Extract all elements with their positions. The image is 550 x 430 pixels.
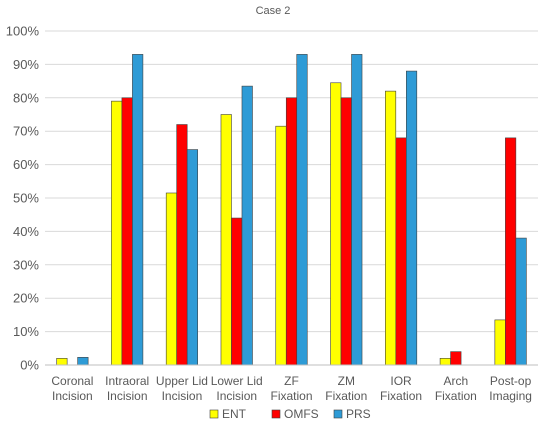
legend-swatch-prs [333, 409, 343, 419]
bar-ent [165, 192, 177, 366]
bar-prs [406, 70, 418, 366]
bar-omfs [505, 137, 517, 366]
x-category-label: Post-op Imaging [489, 374, 532, 403]
legend-label-prs: PRS [346, 407, 371, 421]
bar-ent [275, 125, 287, 366]
bar-prs [132, 54, 144, 366]
bar-omfs [285, 97, 298, 366]
x-category-label: Intraoral Incision [105, 374, 149, 403]
legend-label-ent: ENT [222, 407, 247, 421]
y-tick-label: 50% [13, 191, 39, 206]
x-category-label: ZF Fixation [270, 374, 312, 403]
bar-omfs [395, 137, 407, 366]
bar-prs [351, 54, 363, 366]
y-tick-label: 0% [20, 358, 39, 373]
bar-prs [515, 237, 527, 366]
legend-swatch-ent [209, 409, 219, 419]
bar-omfs [121, 97, 133, 366]
bar-ent [494, 319, 506, 366]
bar-ent [56, 358, 68, 366]
x-category-label: ZM Fixation [325, 374, 367, 403]
legend-label-omfs: OMFS [284, 407, 319, 421]
bar-prs [186, 149, 198, 366]
x-category-label: Upper Lid Incision [156, 374, 208, 403]
bar-omfs [176, 124, 188, 366]
bar-omfs [450, 351, 462, 366]
bars [56, 54, 527, 366]
y-tick-label: 20% [13, 291, 39, 306]
legend-swatch-omfs [271, 409, 281, 419]
bar-omfs [231, 217, 243, 366]
chart-title: Case 2 [256, 5, 291, 17]
y-tick-label: 60% [13, 157, 39, 172]
y-tick-label: 70% [13, 124, 39, 139]
x-category-label: Arch Fixation [435, 374, 477, 403]
y-tick-label: 40% [13, 224, 39, 239]
legend: ENT OMFS PRS [209, 407, 371, 421]
x-category-label: IOR Fixation [380, 374, 422, 403]
bar-prs [296, 54, 308, 366]
y-axis-ticks: 0% 10% 20% 30% 40% 50% 60% 70% 80% 90% 100% [6, 24, 40, 373]
y-tick-label: 90% [13, 57, 39, 72]
y-tick-label: 100% [6, 24, 40, 39]
bar-ent [439, 358, 451, 366]
x-category-label: Coronal Incision [51, 374, 93, 403]
y-tick-label: 80% [13, 90, 39, 105]
bar-prs [241, 85, 253, 366]
x-category-label: Lower Lid Incision [211, 374, 263, 403]
bar-ent [111, 100, 123, 366]
bar-ent [220, 114, 232, 366]
y-tick-label: 10% [13, 324, 39, 339]
bar-ent [385, 90, 397, 366]
bar-omfs [340, 97, 352, 366]
y-tick-label: 30% [13, 257, 39, 272]
bar-ent [330, 82, 342, 366]
bar-prs [77, 357, 89, 366]
